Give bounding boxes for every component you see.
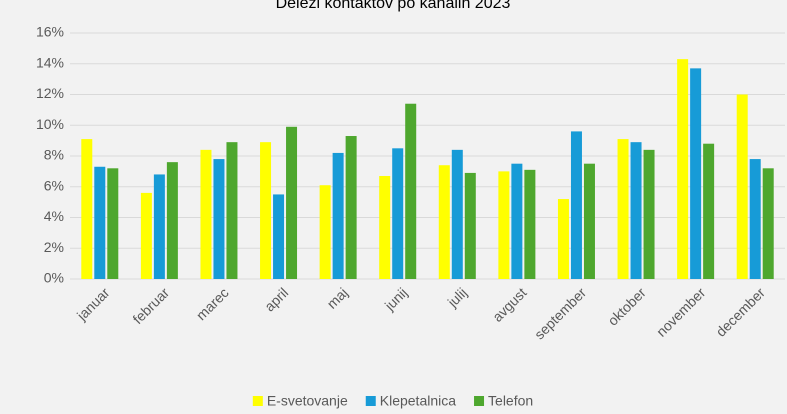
bar [332, 152, 344, 279]
bar [570, 131, 582, 279]
y-tick-label: 10% [36, 116, 64, 132]
bar [464, 172, 476, 279]
bar [379, 175, 391, 279]
legend-label: Klepetalnica [380, 393, 456, 409]
bar [392, 148, 404, 279]
y-tick-label: 0% [44, 270, 64, 286]
bar [749, 159, 761, 279]
bar [557, 199, 569, 279]
bar [273, 194, 285, 279]
y-tick-label: 6% [44, 177, 64, 193]
bar [81, 139, 93, 279]
bar [226, 142, 238, 279]
bar [438, 165, 450, 279]
legend-swatch [474, 396, 485, 406]
y-tick-label: 14% [36, 54, 64, 70]
bar [319, 185, 331, 279]
bar [166, 162, 178, 279]
bar [153, 174, 165, 279]
bar [405, 103, 417, 279]
bar [451, 149, 463, 279]
legend-label: E-svetovanje [267, 393, 348, 409]
bar [107, 168, 119, 279]
y-tick-label: 16% [36, 24, 64, 40]
bar [286, 126, 298, 279]
y-tick-label: 12% [36, 85, 64, 101]
bar [630, 142, 642, 279]
bar [511, 163, 523, 279]
y-tick-label: 4% [44, 208, 64, 224]
bar [762, 168, 774, 279]
bar [643, 149, 655, 279]
y-tick-label: 2% [44, 239, 64, 255]
bar [583, 163, 595, 279]
bar [703, 143, 715, 279]
legend-swatch [252, 396, 263, 406]
y-tick-label: 8% [44, 147, 64, 163]
bar [200, 149, 212, 279]
bar [524, 169, 536, 279]
bar [213, 159, 225, 279]
bar [736, 94, 748, 279]
legend-swatch [365, 396, 376, 406]
bar [345, 136, 357, 279]
bar [260, 142, 272, 279]
bar [140, 192, 152, 279]
bar [617, 139, 629, 279]
bar [690, 68, 702, 279]
legend-label: Telefon [488, 393, 533, 409]
bar [498, 171, 510, 279]
chart-title: Deleži kontaktov po kanalih 2023 [276, 0, 511, 12]
bar [94, 166, 106, 279]
bar [677, 59, 689, 280]
